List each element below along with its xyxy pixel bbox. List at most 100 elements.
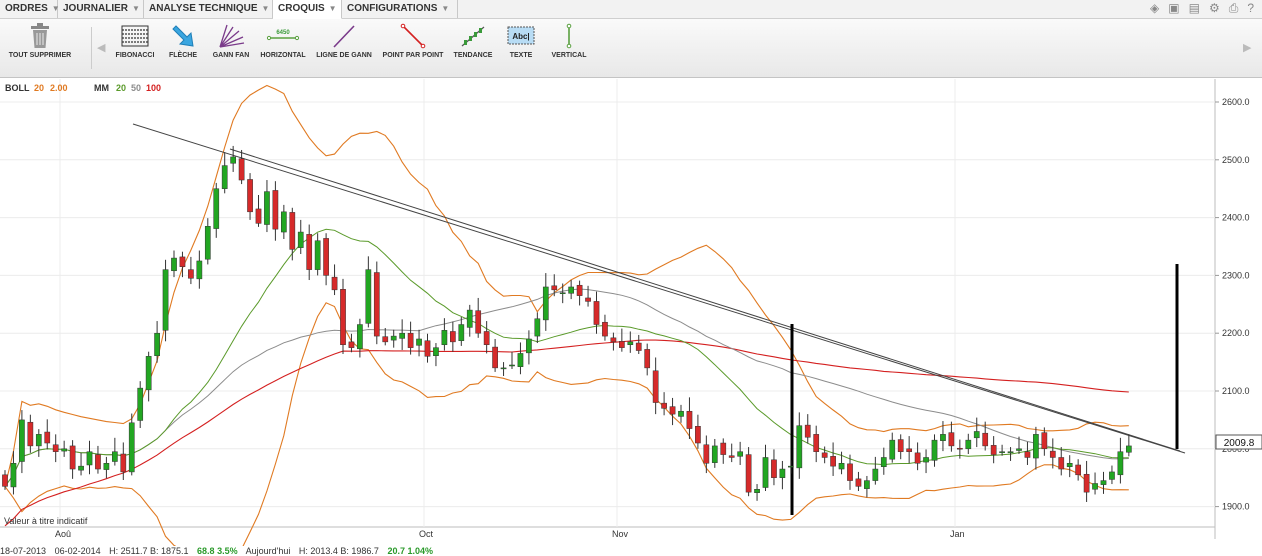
scroll-right-icon[interactable]: ▶ (1243, 42, 1252, 54)
tool-label: GANN FAN (212, 52, 250, 59)
candle-body (830, 456, 836, 467)
tool-label: TENDANCE (453, 52, 493, 59)
candle-body (1041, 432, 1048, 450)
trend-icon (461, 26, 485, 47)
y-tick-label: 2500.0 (1222, 155, 1250, 165)
candle-body (188, 269, 194, 279)
x-axis-labels: Aoû Oct Nov Jan (55, 529, 965, 539)
tool-fibonacci[interactable]: FIBONACCI (112, 23, 158, 59)
candle-body (112, 451, 118, 462)
x-tick-label: Nov (612, 529, 629, 539)
candle-body (145, 356, 152, 391)
candle-body (1016, 448, 1022, 451)
tool-label: TEXTE (509, 52, 533, 59)
arrow-icon (172, 25, 194, 47)
tool-point-by-point[interactable]: POINT PAR POINT (378, 23, 448, 59)
tool-text[interactable]: Abc| TEXTE (500, 23, 542, 59)
tag-icon[interactable]: ◈ (1150, 1, 1160, 15)
candle-body (542, 286, 549, 321)
candle-body (433, 347, 439, 356)
candle-body (458, 324, 465, 341)
y-tick-label: 2300.0 (1222, 270, 1250, 280)
candle-body (619, 341, 625, 348)
tool-arrow[interactable]: FLÈCHE (164, 23, 202, 59)
candle-body (1109, 471, 1115, 480)
candle-body (1033, 434, 1039, 459)
delete-all-button[interactable]: TOUT SUPPRIMER (5, 23, 75, 59)
candle-body (137, 387, 144, 421)
candle-body (492, 346, 498, 369)
tool-trend[interactable]: TENDANCE (450, 23, 496, 59)
last-price-label: 2009.8 (1224, 438, 1255, 449)
help-icon[interactable]: ? (1247, 1, 1254, 15)
tool-label: LIGNE DE GANN (316, 52, 372, 59)
candle-body (365, 269, 372, 324)
candle-body (154, 332, 160, 356)
menu-label: CROQUIS (278, 3, 325, 14)
candle-body (889, 439, 896, 460)
user-drawings[interactable] (132, 123, 1186, 515)
candle-body (61, 448, 67, 452)
candle-body (171, 257, 177, 272)
gann-line-icon (333, 25, 355, 48)
tool-gann-line[interactable]: LIGNE DE GANN (312, 23, 376, 59)
print-icon[interactable]: ⎙ (1228, 1, 1239, 15)
candle-body (424, 340, 431, 357)
y-tick-label: 2200.0 (1222, 328, 1250, 338)
candle-body (695, 426, 701, 444)
candle-body (52, 444, 59, 452)
chevron-down-icon: ▼ (328, 4, 337, 13)
candle-body (728, 455, 735, 458)
candle-body (931, 439, 938, 461)
candle-body (450, 331, 456, 343)
gann-fan-icon (219, 24, 245, 48)
menu-croquis[interactable]: CROQUIS ▼ (273, 0, 342, 19)
candle-body (661, 402, 667, 409)
price-chart[interactable]: 1900.02000.02100.02200.02300.02400.02500… (0, 79, 1262, 546)
settings-icon[interactable]: ⚙ (1208, 1, 1220, 15)
y-tick-label: 1900.0 (1222, 502, 1250, 512)
scroll-left-icon[interactable]: ◀ (97, 42, 106, 54)
svg-text:Abc|: Abc| (512, 32, 529, 41)
menu-ordres[interactable]: ORDRES ▼ (0, 0, 60, 18)
candle-body (982, 432, 989, 447)
tool-gann-fan[interactable]: GANN FAN (208, 23, 254, 59)
tool-label: HORIZONTAL (260, 52, 306, 59)
candle-body (179, 256, 186, 267)
candle-body (788, 465, 794, 468)
candle-body (517, 353, 524, 367)
candle-body (306, 234, 313, 270)
candle-body (120, 453, 127, 473)
candle-body (247, 179, 253, 213)
candle-body (331, 276, 338, 291)
menu-label: CONFIGURATIONS (347, 3, 438, 14)
chart-grid (0, 79, 1219, 539)
candle-body (568, 286, 574, 294)
menu-journalier[interactable]: JOURNALIER ▼ (58, 0, 144, 18)
candle-body (627, 341, 634, 346)
candle-body (779, 468, 786, 478)
tool-horizontal[interactable]: 6450 HORIZONTAL (256, 23, 310, 59)
candle-body (27, 421, 34, 447)
candle-body (534, 318, 541, 337)
image-icon[interactable]: ▣ (1168, 1, 1180, 15)
candle-body (771, 459, 777, 478)
menu-analyse-technique[interactable]: ANALYSE TECHNIQUE ▼ (144, 0, 273, 18)
legend-boll: BOLL (5, 83, 30, 93)
candle-body (297, 231, 304, 248)
candle-body (678, 410, 684, 417)
save-icon[interactable]: ▤ (1188, 1, 1200, 15)
tool-vertical[interactable]: VERTICAL (546, 23, 592, 59)
candle-body (526, 338, 532, 354)
menu-configurations[interactable]: CONFIGURATIONS ▼ (342, 0, 458, 18)
date-from: 18-07-2013 (0, 546, 47, 556)
candle-body (1007, 451, 1014, 454)
candle-body (196, 260, 203, 280)
candle-body (2, 474, 8, 487)
candle-body (864, 480, 870, 489)
candle-body (762, 457, 769, 488)
candle-body (10, 463, 17, 488)
top-icons: ◈ ▣ ▤ ⚙ ⎙ ? (1150, 1, 1254, 16)
status-footer: 18-07-2013 06-02-2014 H: 2511.7 B: 1875.… (0, 546, 1262, 556)
chart-legend: BOLL 20 2.00 MM 20 50 100 (5, 83, 161, 93)
